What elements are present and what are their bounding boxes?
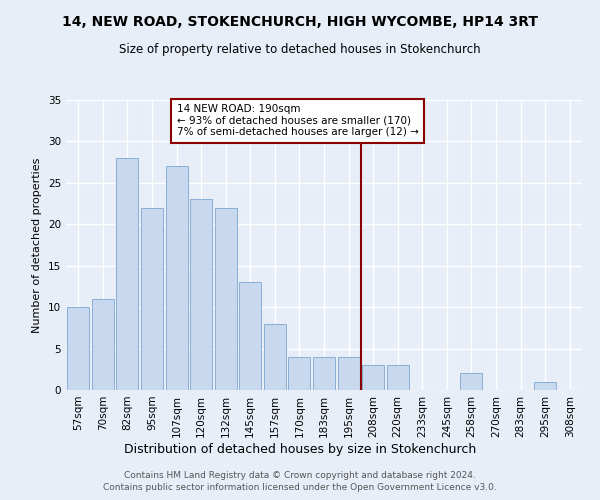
Bar — [362, 365, 384, 390]
Bar — [67, 307, 89, 390]
Text: 14 NEW ROAD: 190sqm
← 93% of detached houses are smaller (170)
7% of semi-detach: 14 NEW ROAD: 190sqm ← 93% of detached ho… — [176, 104, 418, 138]
Bar — [289, 357, 310, 390]
Bar — [92, 299, 114, 390]
Bar — [215, 208, 237, 390]
Text: Contains public sector information licensed under the Open Government Licence v3: Contains public sector information licen… — [103, 484, 497, 492]
Bar — [386, 365, 409, 390]
Bar — [166, 166, 188, 390]
Text: Contains HM Land Registry data © Crown copyright and database right 2024.: Contains HM Land Registry data © Crown c… — [124, 471, 476, 480]
Text: Size of property relative to detached houses in Stokenchurch: Size of property relative to detached ho… — [119, 42, 481, 56]
Bar — [141, 208, 163, 390]
Text: Distribution of detached houses by size in Stokenchurch: Distribution of detached houses by size … — [124, 442, 476, 456]
Bar — [190, 200, 212, 390]
Bar — [338, 357, 359, 390]
Text: 14, NEW ROAD, STOKENCHURCH, HIGH WYCOMBE, HP14 3RT: 14, NEW ROAD, STOKENCHURCH, HIGH WYCOMBE… — [62, 15, 538, 29]
Bar — [313, 357, 335, 390]
Y-axis label: Number of detached properties: Number of detached properties — [32, 158, 43, 332]
Bar — [534, 382, 556, 390]
Bar — [116, 158, 139, 390]
Bar — [264, 324, 286, 390]
Bar — [460, 374, 482, 390]
Bar — [239, 282, 262, 390]
